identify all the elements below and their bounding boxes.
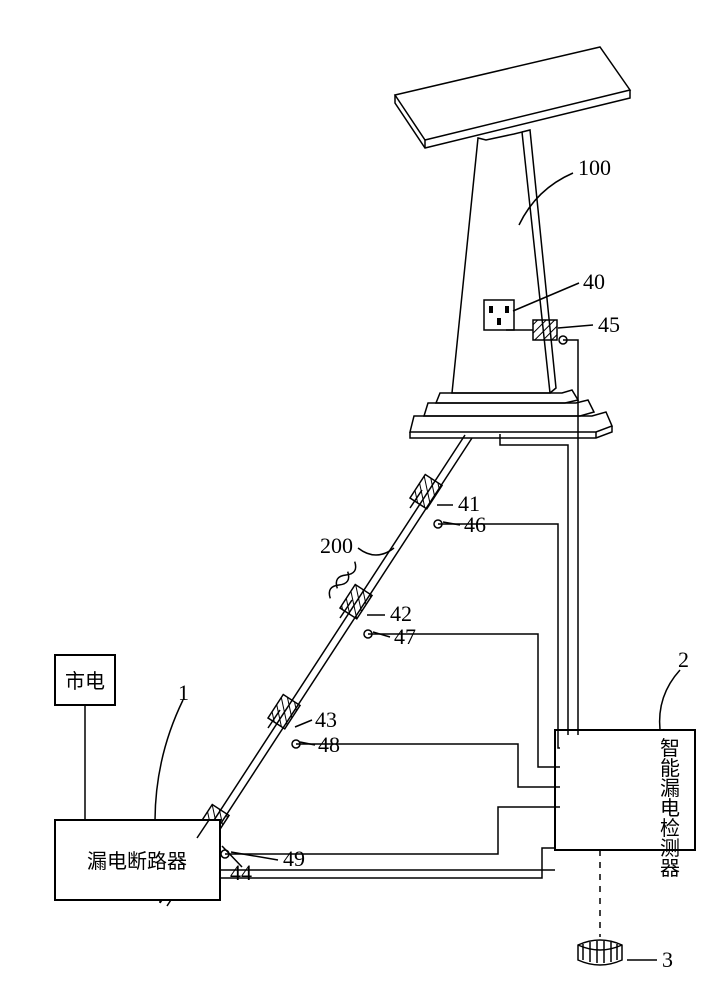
label-2: 2 bbox=[678, 647, 689, 672]
sensor-45 bbox=[533, 320, 567, 344]
stand-column bbox=[452, 130, 556, 393]
svg-text:智能漏电检测器: 智能漏电检测器 bbox=[660, 737, 680, 880]
label-46: 46 bbox=[464, 512, 486, 537]
label-45: 45 bbox=[598, 312, 620, 337]
label-47: 47 bbox=[394, 624, 416, 649]
stand-base bbox=[410, 390, 612, 438]
detector-label: 智能漏电检测器 bbox=[660, 737, 680, 880]
label-43: 43 bbox=[315, 707, 337, 732]
alarm-icon bbox=[578, 940, 622, 965]
label-48: 48 bbox=[318, 732, 340, 757]
breaker-label: 漏电断路器 bbox=[87, 850, 187, 873]
monitor-panel bbox=[395, 47, 630, 148]
mains-label: 市电 bbox=[65, 670, 105, 693]
label-49: 49 bbox=[283, 846, 305, 871]
label-200: 200 bbox=[320, 533, 353, 558]
label-1: 1 bbox=[178, 680, 189, 705]
label-40: 40 bbox=[583, 269, 605, 294]
socket-icon bbox=[484, 300, 514, 330]
label-3: 3 bbox=[662, 947, 673, 972]
leakage-diagram: 100 200 40 45 41 46 42 47 43 48 44 49 1 … bbox=[0, 0, 727, 1000]
label-42: 42 bbox=[390, 601, 412, 626]
label-100: 100 bbox=[578, 155, 611, 180]
label-44: 44 bbox=[230, 860, 252, 885]
